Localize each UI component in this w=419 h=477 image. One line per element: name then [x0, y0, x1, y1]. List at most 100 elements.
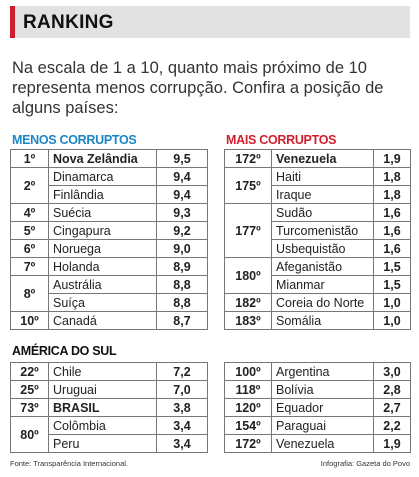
table-row: Peru 3,4 — [11, 434, 208, 453]
mais-corruptos-table: 172º Venezuela 1,9 175º Haiti 1,8 Iraque 1,8 177… — [224, 149, 411, 330]
table-row: 175º Haiti 1,8 — [224, 167, 411, 204]
country-cell: Suécia — [48, 203, 157, 222]
country-cell: Cingapura — [48, 221, 157, 240]
rank-cell: 10º — [10, 311, 49, 330]
country-cell: Sudão — [271, 203, 374, 222]
rank-cell: 177º — [224, 203, 272, 258]
country-cell: Noruega — [48, 239, 157, 258]
table-row: 1º Nova Zelândia 9,5 — [10, 149, 208, 168]
table-row: 118º Bolívia 2,8 — [224, 380, 411, 399]
country-cell: Chile — [48, 362, 157, 381]
table-row: 25º Uruguai 7,0 — [10, 380, 208, 399]
country-cell: Somália — [271, 311, 374, 330]
menos-corruptos-title: MENOS CORRUPTOS — [12, 133, 137, 147]
score-cell: 7,0 — [156, 380, 208, 399]
score-cell: 3,4 — [156, 416, 208, 435]
country-cell: Coreia do Norte — [271, 293, 374, 312]
america-right-table: 100º Argentina 3,0 118º Bolívia 2,8 120º Equado… — [224, 362, 411, 453]
country-cell: Bolívia — [271, 380, 374, 399]
score-cell: 1,9 — [373, 149, 411, 168]
rank-cell: 25º — [10, 380, 49, 399]
rank-cell: 183º — [224, 311, 272, 330]
score-cell: 7,2 — [156, 362, 208, 381]
score-cell: 2,8 — [373, 380, 411, 399]
menos-corruptos-table: 1º Nova Zelândia 9,5 2º Dinamarca 9,4 Finlândi… — [10, 149, 208, 330]
mais-corruptos-title: MAIS CORRUPTOS — [226, 133, 337, 147]
source-note: Fonte: Transparência Internacional. — [10, 459, 128, 468]
rank-cell: 80º — [10, 416, 49, 453]
country-cell: Nova Zelândia — [48, 149, 157, 168]
score-cell: 1,8 — [373, 167, 411, 186]
score-cell: 2,7 — [373, 398, 411, 417]
country-cell: Afeganistão — [271, 257, 374, 276]
country-cell: Peru — [48, 434, 157, 453]
score-cell: 9,4 — [156, 167, 208, 186]
table-row: 8º Austrália 8,8 — [10, 275, 208, 312]
title-bar: RANKING — [10, 6, 410, 38]
score-cell: 1,6 — [373, 203, 411, 222]
country-cell: Haiti — [271, 167, 374, 186]
score-cell: 8,7 — [156, 311, 208, 330]
country-cell: Austrália — [48, 275, 157, 294]
country-cell: Equador — [271, 398, 374, 417]
rank-cell: 120º — [224, 398, 272, 417]
table-row: 180º Afeganistão 1,5 — [224, 257, 411, 294]
table-row: 172º Venezuela 1,9 — [224, 149, 411, 168]
score-cell: 2,2 — [373, 416, 411, 435]
country-cell: Holanda — [48, 257, 157, 276]
rank-cell: 118º — [224, 380, 272, 399]
score-cell: 9,0 — [156, 239, 208, 258]
america-left-table: 22º Chile 7,2 25º Uruguai 7,0 73º BRASIL 3,8 80º C… — [10, 362, 208, 453]
table-row: 73º BRASIL 3,8 — [10, 398, 208, 417]
table-row: 120º Equador 2,7 — [224, 398, 411, 417]
rank-cell: 73º — [10, 398, 49, 417]
country-cell: Venezuela — [271, 149, 374, 168]
rank-cell: 180º — [224, 257, 272, 294]
country-cell: Turcomenistão — [271, 221, 374, 240]
table-row: 177º Sudão 1,6 — [224, 203, 411, 258]
table-row: 10º Canadá 8,7 — [10, 311, 208, 330]
table-row: 2º Dinamarca 9,4 — [10, 167, 208, 204]
table-row: 7º Holanda 8,9 — [10, 257, 208, 276]
country-cell: BRASIL — [48, 398, 157, 417]
score-cell: 1,6 — [373, 221, 411, 240]
rank-cell: 1º — [10, 149, 49, 168]
country-cell: Finlândia — [48, 185, 157, 204]
table-row: 183º Somália 1,0 — [224, 311, 411, 330]
score-cell: 9,2 — [156, 221, 208, 240]
credit-note: Infografia: Gazeta do Povo — [320, 459, 410, 468]
score-cell: 1,0 — [373, 311, 411, 330]
rank-cell: 175º — [224, 167, 272, 204]
score-cell: 9,4 — [156, 185, 208, 204]
country-cell: Uruguai — [48, 380, 157, 399]
score-cell: 1,9 — [373, 434, 411, 453]
subtitle: Na escala de 1 a 10, quanto mais próximo… — [12, 59, 384, 117]
rank-cell: 22º — [10, 362, 49, 381]
rank-cell: 154º — [224, 416, 272, 435]
country-cell: Argentina — [271, 362, 374, 381]
country-cell: Venezuela — [271, 434, 374, 453]
score-cell: 1,5 — [373, 257, 411, 276]
rank-cell: 7º — [10, 257, 49, 276]
score-cell: 3,8 — [156, 398, 208, 417]
table-row: Usbequistão 1,6 — [225, 239, 411, 258]
country-cell: Iraque — [271, 185, 374, 204]
table-row: 182º Coreia do Norte 1,0 — [224, 293, 411, 312]
score-cell: 3,0 — [373, 362, 411, 381]
country-cell: Mianmar — [271, 275, 374, 294]
rank-cell: 172º — [224, 434, 272, 453]
score-cell: 1,5 — [373, 275, 411, 294]
rank-cell: 182º — [224, 293, 272, 312]
table-row: 5º Cingapura 9,2 — [10, 221, 208, 240]
table-row: 172º Venezuela 1,9 — [224, 434, 411, 453]
rank-cell: 100º — [224, 362, 272, 381]
america-do-sul-title: AMÉRICA DO SUL — [12, 344, 117, 358]
score-cell: 8,9 — [156, 257, 208, 276]
score-cell: 3,4 — [156, 434, 208, 453]
rank-cell: 2º — [10, 167, 49, 204]
country-cell: Canadá — [48, 311, 157, 330]
table-row: 4º Suécia 9,3 — [10, 203, 208, 222]
rank-cell: 5º — [10, 221, 49, 240]
table-row: 6º Noruega 9,0 — [10, 239, 208, 258]
country-cell: Paraguai — [271, 416, 374, 435]
